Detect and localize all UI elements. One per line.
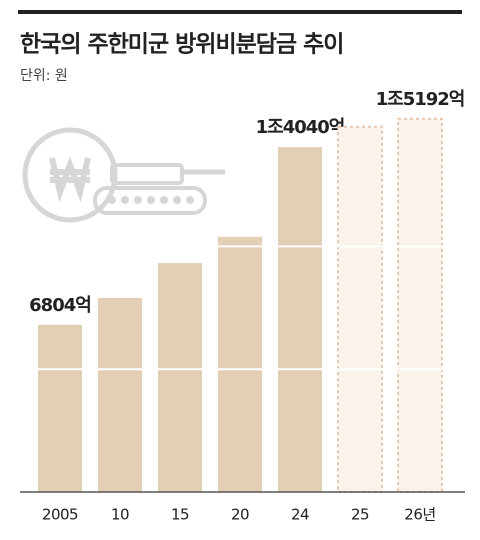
x-tick-label: 26년 (404, 506, 435, 524)
chart-title: 한국의 주한미군 방위비분담금 추이 (20, 32, 343, 58)
x-tick-label: 10 (111, 506, 129, 524)
bar (278, 147, 322, 492)
bar (218, 236, 262, 492)
bar (158, 263, 202, 492)
value-label: 6804억 (29, 295, 91, 316)
bar (337, 125, 383, 494)
top-rule (18, 10, 462, 14)
x-tick-label: 15 (171, 506, 189, 524)
bar (98, 297, 142, 492)
x-tick-label: 25 (351, 506, 369, 524)
decor-icon (22, 127, 225, 223)
chart-subtitle: 단위: 원 (20, 68, 68, 84)
bar (397, 117, 443, 493)
bar (38, 324, 82, 492)
value-label: 1조4040억 (256, 117, 345, 138)
x-tick-label: 2005 (42, 506, 78, 524)
x-tick-label: 24 (291, 506, 309, 524)
value-label: 1조5192억 (376, 89, 465, 110)
x-tick-label: 20 (231, 506, 249, 524)
